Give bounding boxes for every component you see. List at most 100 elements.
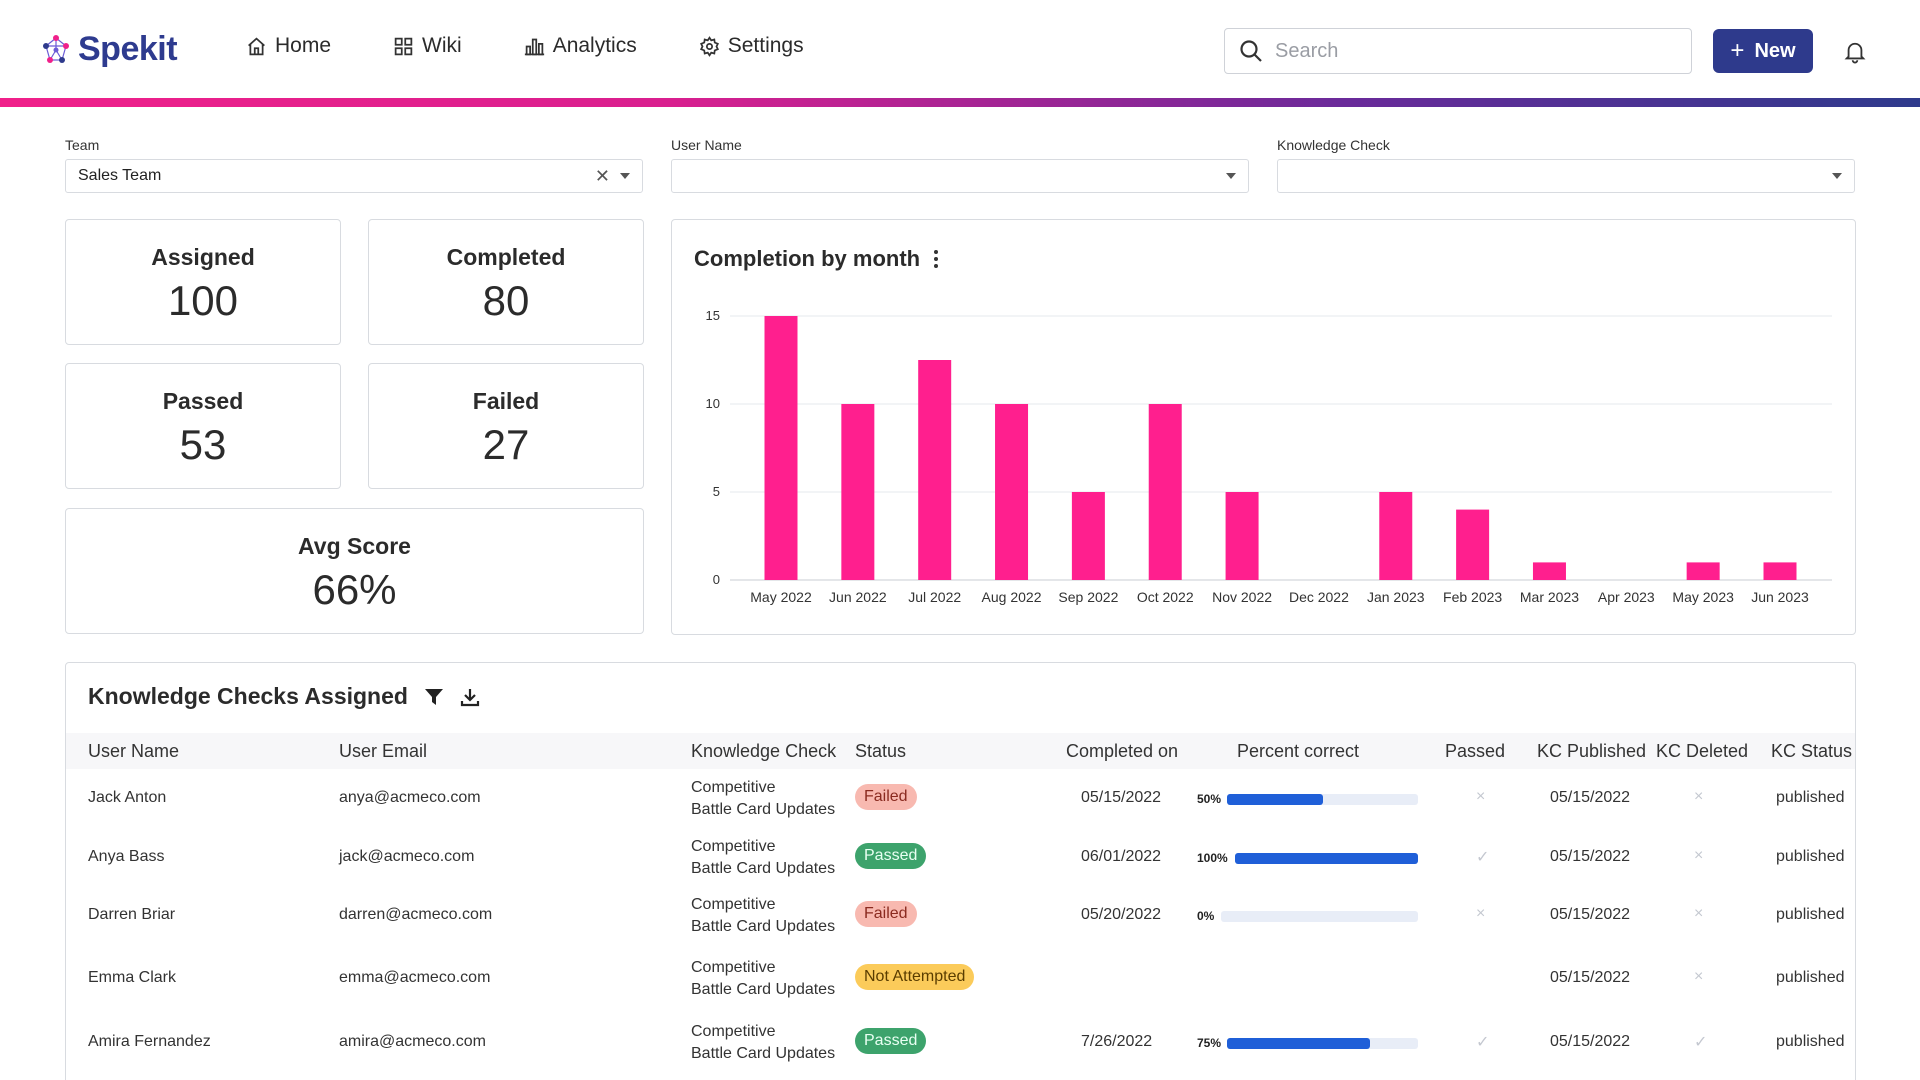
percent-correct-label: 50%	[1197, 792, 1222, 806]
y-tick-label: 10	[706, 396, 720, 411]
th-knowledge-check[interactable]: Knowledge Check	[691, 741, 837, 761]
cell-kc-status: published	[1776, 906, 1845, 923]
nav-home[interactable]: Home	[246, 34, 331, 58]
nav-wiki-label: Wiki	[422, 34, 462, 57]
th-kc-status[interactable]: KC Status	[1771, 741, 1853, 761]
cell-user-email: amira@acmeco.com	[339, 1033, 486, 1050]
bar-nov-2022[interactable]	[1225, 492, 1259, 580]
new-button[interactable]: + New	[1713, 29, 1813, 73]
bar-oct-2022[interactable]	[1148, 404, 1182, 580]
percent-correct-label: 0%	[1197, 909, 1215, 923]
table-row[interactable]: Anya Bass jack@acmeco.com Competitive Battl…	[66, 828, 1855, 888]
chevron-down-icon[interactable]	[620, 173, 630, 179]
status-badge: Not Attempted	[855, 964, 975, 990]
spekit-logo[interactable]: Spekit	[40, 30, 178, 69]
download-icon[interactable]	[460, 687, 480, 707]
passed-label: Passed	[162, 388, 244, 414]
cell-kc-published: 05/15/2022	[1550, 969, 1631, 986]
table-row[interactable]: Amira Fernandez amira@acmeco.com Competiti…	[66, 1013, 1855, 1073]
knowledge-check-filter-label: Knowledge Check	[1277, 137, 1390, 153]
bar-aug-2022[interactable]	[995, 404, 1029, 580]
cell-user-name: Jack Anton	[88, 789, 167, 806]
user-name-select[interactable]	[671, 159, 1249, 193]
table-row[interactable]: Emma Clark emma@acmeco.com Competitive Batt…	[66, 949, 1855, 1009]
failed-value: 27	[482, 421, 530, 468]
assigned-card: Assigned 100	[65, 219, 341, 345]
th-passed[interactable]: Passed	[1445, 741, 1506, 761]
cell-knowledge-check: Competitive Battle Card Updates	[691, 777, 835, 821]
grid-icon	[394, 37, 413, 55]
filter-icon[interactable]	[424, 688, 444, 706]
kc-name-line1: Competitive	[691, 1023, 776, 1040]
bar-jul-2022[interactable]	[918, 360, 952, 580]
clear-icon[interactable]: ✕	[594, 165, 610, 186]
kc-name-line1: Competitive	[691, 959, 776, 976]
cell-user-name: Anya Bass	[88, 848, 165, 865]
percent-correct-label: 75%	[1197, 1036, 1222, 1050]
x-tick-label: Feb 2023	[1443, 589, 1502, 605]
table-row[interactable]: Darren Briar darren@acmeco.com Competitive…	[66, 886, 1855, 946]
bar-jan-2023[interactable]	[1379, 492, 1413, 580]
table-row[interactable]: Jack Anton anya@acmeco.com Competitive Batt…	[66, 769, 1855, 829]
th-percent-correct[interactable]: Percent correct	[1237, 741, 1360, 761]
bar-may-2022[interactable]	[764, 316, 798, 580]
nav-analytics[interactable]: Analytics	[524, 34, 637, 58]
nav-wiki[interactable]: Wiki	[393, 34, 462, 58]
avg-score-value: 66%	[312, 566, 397, 613]
nav-settings-label: Settings	[727, 34, 804, 57]
knowledge-check-select[interactable]	[1277, 159, 1855, 193]
y-tick-label: 5	[713, 484, 720, 499]
x-tick-label: Aug 2022	[982, 589, 1042, 605]
th-status[interactable]: Status	[855, 741, 907, 761]
completion-bar-chart: 0 5 10 15 May 2022 Jun 2022 Jul 2022 Aug 2022 Se…	[706, 308, 1832, 605]
x-tick-label: Apr 2023	[1598, 589, 1655, 605]
failed-label: Failed	[472, 388, 540, 414]
th-kc-published[interactable]: KC Published	[1537, 741, 1647, 761]
bar-mar-2023[interactable]	[1532, 562, 1566, 580]
status-badge: Passed	[855, 843, 927, 869]
bar-sep-2022[interactable]	[1071, 492, 1105, 580]
th-user-name[interactable]: User Name	[88, 741, 180, 761]
nav-home-label: Home	[275, 34, 332, 57]
avg-score-label: Avg Score	[298, 533, 411, 559]
th-completed-on[interactable]: Completed on	[1066, 741, 1179, 761]
table-title: Knowledge Checks Assigned	[88, 683, 480, 710]
cell-knowledge-check: Competitive Battle Card Updates	[691, 957, 835, 1001]
completed-value: 80	[482, 277, 530, 324]
bar-jun-2022[interactable]	[841, 404, 875, 580]
chevron-down-icon[interactable]	[1226, 173, 1236, 179]
cell-user-email: jack@acmeco.com	[339, 848, 475, 865]
kc-name-line1: Competitive	[691, 896, 776, 913]
search-box[interactable]	[1224, 28, 1692, 74]
passed-card: Passed 53	[65, 363, 341, 489]
x-tick-label: May 2022	[750, 589, 812, 605]
team-select[interactable]: Sales Team ✕	[65, 159, 643, 193]
brand-gradient-bar	[0, 98, 1920, 107]
bar-feb-2023[interactable]	[1456, 509, 1490, 580]
completed-card: Completed 80	[368, 219, 644, 345]
cell-kc-published: 05/15/2022	[1550, 906, 1631, 923]
percent-correct-bar	[1227, 1038, 1418, 1049]
cell-user-name: Amira Fernandez	[88, 1033, 211, 1050]
search-input[interactable]	[1275, 39, 1655, 63]
passed-mark-icon: ✓	[1476, 1034, 1490, 1051]
user-name-filter-label: User Name	[671, 137, 742, 153]
bar-may-2023[interactable]	[1686, 562, 1720, 580]
kc-name-line2: Battle Card Updates	[691, 981, 836, 998]
search-icon	[1240, 40, 1262, 62]
th-user-email[interactable]: User Email	[339, 741, 428, 761]
kc-name-line2: Battle Card Updates	[691, 1045, 836, 1062]
knowledge-checks-table-card: Knowledge Checks Assigned User Name User …	[65, 662, 1856, 1080]
status-badge: Failed	[855, 901, 917, 927]
cell-kc-status: published	[1776, 789, 1845, 806]
percent-correct-fill	[1235, 853, 1418, 864]
cell-user-email: anya@acmeco.com	[339, 789, 481, 806]
nav-settings[interactable]: Settings	[699, 34, 804, 58]
th-kc-deleted[interactable]: KC Deleted	[1656, 741, 1749, 761]
bar-jun-2023[interactable]	[1763, 562, 1797, 580]
bell-icon[interactable]	[1844, 40, 1866, 64]
more-options-icon[interactable]	[934, 250, 939, 268]
gear-icon	[699, 35, 719, 57]
cell-kc-status: published	[1776, 969, 1845, 986]
chevron-down-icon[interactable]	[1832, 173, 1842, 179]
